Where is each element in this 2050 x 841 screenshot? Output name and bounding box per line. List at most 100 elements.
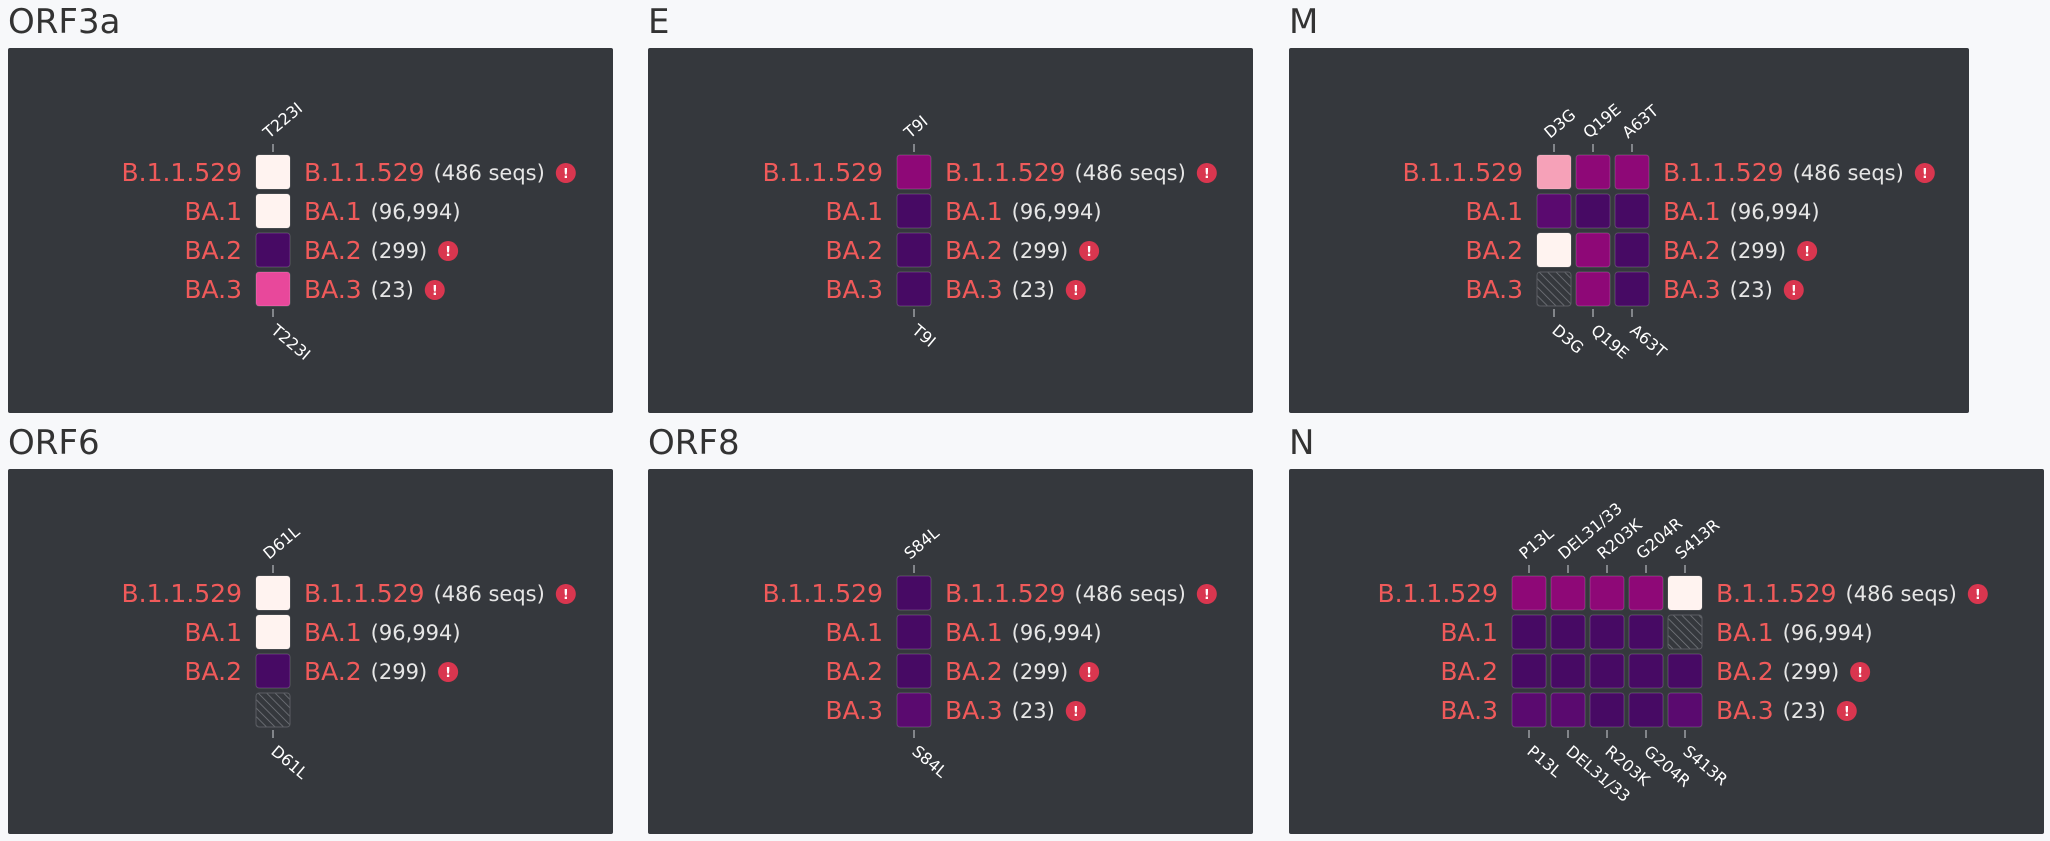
mutation-label-bottom-p13l: P13L [1523,742,1565,782]
heatmap-cell-b-1-1-529-d3g[interactable] [1536,154,1572,190]
warning-icon[interactable] [438,662,459,682]
heatmap-cell-ba-2-a63t[interactable] [1614,232,1650,268]
heatmap-cell-ba-3-d3g[interactable] [1536,271,1572,307]
heatmap-cell-b-1-1-529-d61l[interactable] [255,575,291,611]
heatmap-svg-n: P13LP13LDEL31/33DEL31/33R203KR203KG204RG… [1377,499,1988,806]
warning-icon[interactable] [1914,163,1935,183]
heatmap-svg-orf3a: T223I T223I B.1.1.529 B.1.1.529 (486 seqs) ! B… [121,99,576,364]
warning-icon[interactable] [1079,241,1100,261]
row-label-right-ba-1: BA.1 [945,618,1003,647]
row-count-ba-3: (23) [1012,699,1055,723]
heatmap-cell-ba-2-r203k[interactable] [1589,653,1625,689]
heatmap-cell-ba-3-a63t[interactable] [1614,271,1650,307]
warning-icon[interactable] [1783,280,1804,300]
mutation-label-bottom-t9i: T9I [908,320,940,351]
heatmap-cell-ba-1-g204r[interactable] [1628,614,1664,650]
warning-icon[interactable] [555,163,576,183]
heatmap-cell-ba-2-d3g[interactable] [1536,232,1572,268]
row-label-left-ba-2: BA.2 [825,657,883,686]
heatmap-cell-ba-1-s413r[interactable] [1667,614,1703,650]
heatmap-cell-ba-2-q19e[interactable] [1575,232,1611,268]
heatmap-cell-ba-1-p13l[interactable] [1511,614,1547,650]
warning-icon[interactable] [1797,241,1818,261]
warning-icon[interactable] [1836,701,1857,721]
heatmap-cell-empty-3-d61l[interactable] [255,692,291,728]
heatmap-cell-ba-2-g204r[interactable] [1628,653,1664,689]
heatmap-cell-ba-2-p13l[interactable] [1511,653,1547,689]
heatmap-cell-ba-1-a63t[interactable] [1614,193,1650,229]
row-count-ba-1: (96,994) [371,200,461,224]
row-count-b-1-1-529: (486 seqs) [434,161,545,185]
heatmap-cell-ba-1-d61l[interactable] [255,614,291,650]
heatmap-cell-b-1-1-529-s413r[interactable] [1667,575,1703,611]
heatmap-cell-ba-3-t223i[interactable] [255,271,291,307]
panel-title-n: N [1289,423,1315,463]
heatmap-cell-ba-3-t9i[interactable] [896,271,932,307]
row-label-left-b-1-1-529: B.1.1.529 [121,158,242,187]
heatmap-cell-ba-1-s84l[interactable] [896,614,932,650]
row-count-b-1-1-529: (486 seqs) [434,582,545,606]
heatmap-cell-ba-3-g204r[interactable] [1628,692,1664,728]
heatmap-cell-ba-1-q19e[interactable] [1575,193,1611,229]
warning-icon[interactable] [1967,584,1988,604]
heatmap-cell-b-1-1-529-g204r[interactable] [1628,575,1664,611]
heatmap-cell-ba-1-del31-33[interactable] [1550,614,1586,650]
warning-icon[interactable] [1850,662,1871,682]
heatmap-cell-b-1-1-529-t223i[interactable] [255,154,291,190]
warning-icon-glyph: ! [563,167,569,182]
warning-icon[interactable] [1079,662,1100,682]
warning-icon[interactable] [555,584,576,604]
warning-icon-glyph: ! [1073,284,1079,299]
heatmap-cell-b-1-1-529-p13l[interactable] [1511,575,1547,611]
warning-icon[interactable] [1065,280,1086,300]
row-count-ba-2: (299) [1783,660,1839,684]
row-label-left-ba-1: BA.1 [1465,197,1523,226]
heatmap-cell-ba-1-t223i[interactable] [255,193,291,229]
heatmap-cell-b-1-1-529-a63t[interactable] [1614,154,1650,190]
heatmap-cell-ba-2-d61l[interactable] [255,653,291,689]
heatmap-cell-b-1-1-529-del31-33[interactable] [1550,575,1586,611]
heatmap-cell-ba-2-t223i[interactable] [255,232,291,268]
warning-icon-glyph: ! [1204,588,1210,603]
heatmap-cell-b-1-1-529-r203k[interactable] [1589,575,1625,611]
warning-icon[interactable] [1065,701,1086,721]
row-count-ba-2: (299) [371,239,427,263]
mutation-label-top-a63t: A63T [1618,101,1662,142]
heatmap-cell-ba-3-q19e[interactable] [1575,271,1611,307]
heatmap-cell-ba-1-d3g[interactable] [1536,193,1572,229]
panel-title-e: E [648,2,670,42]
heatmap-cell-ba-3-r203k[interactable] [1589,692,1625,728]
panel-title-m: M [1289,2,1319,42]
row-count-b-1-1-529: (486 seqs) [1075,582,1186,606]
mutation-label-bottom-d61l: D61L [267,742,311,783]
heatmap-cell-ba-3-s84l[interactable] [896,692,932,728]
warning-icon[interactable] [1196,584,1217,604]
heatmap-cell-b-1-1-529-s84l[interactable] [896,575,932,611]
row-label-right-ba-3: BA.3 [304,275,362,304]
heatmap-cell-ba-2-del31-33[interactable] [1550,653,1586,689]
heatmap-cell-ba-1-t9i[interactable] [896,193,932,229]
row-label-right-ba-3: BA.3 [945,696,1003,725]
heatmap-cell-ba-3-s413r[interactable] [1667,692,1703,728]
row-label-left-ba-2: BA.2 [825,236,883,265]
heatmap-cell-ba-2-t9i[interactable] [896,232,932,268]
heatmap-cell-ba-3-p13l[interactable] [1511,692,1547,728]
heatmap-cell-ba-2-s84l[interactable] [896,653,932,689]
heatmap-cell-ba-3-del31-33[interactable] [1550,692,1586,728]
row-label-right-b-1-1-529: B.1.1.529 [945,158,1066,187]
heatmap-cell-b-1-1-529-q19e[interactable] [1575,154,1611,190]
row-count-ba-2: (299) [371,660,427,684]
row-count-ba-3: (23) [1012,278,1055,302]
row-label-left-ba-2: BA.2 [184,657,242,686]
heatmap-cell-ba-1-r203k[interactable] [1589,614,1625,650]
warning-icon[interactable] [438,241,459,261]
row-label-left-ba-1: BA.1 [184,197,242,226]
warning-icon[interactable] [424,280,445,300]
heatmap-cell-ba-2-s413r[interactable] [1667,653,1703,689]
warning-icon[interactable] [1196,163,1217,183]
warning-icon-glyph: ! [432,284,438,299]
heatmap-cell-b-1-1-529-t9i[interactable] [896,154,932,190]
row-label-right-ba-2: BA.2 [1663,236,1721,265]
mutation-label-bottom-d3g: D3G [1548,321,1587,358]
